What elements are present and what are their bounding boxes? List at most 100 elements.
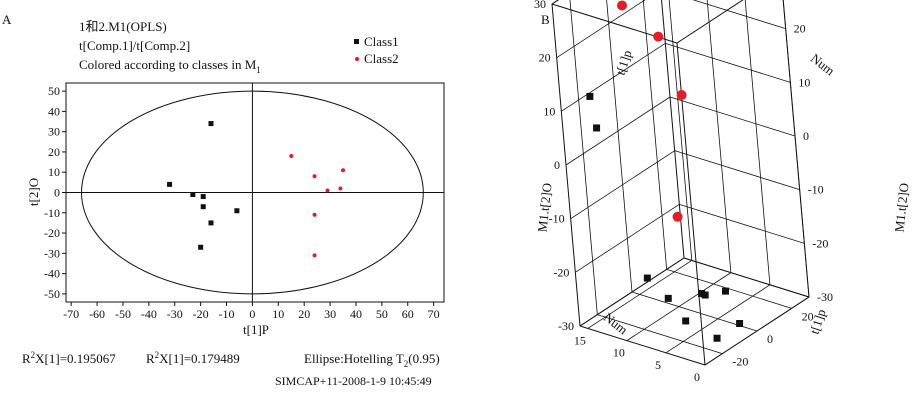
y-axis-label-a: t[2]O bbox=[26, 178, 41, 206]
data-point-class2 bbox=[325, 188, 330, 193]
y-tick-label-right: -20 bbox=[812, 236, 828, 250]
axes-a bbox=[66, 83, 444, 302]
grid-line bbox=[665, 42, 791, 83]
grid-line bbox=[606, 0, 633, 293]
data-point-class1 bbox=[664, 294, 672, 302]
data-point-class2 bbox=[672, 211, 683, 222]
grid-line bbox=[666, 268, 792, 309]
data-point-class1 bbox=[682, 317, 690, 325]
grid-line bbox=[669, 96, 796, 137]
software-stamp: SIMCAP+11-2008-1-9 10:45:49 bbox=[275, 374, 432, 388]
box-edge bbox=[579, 325, 706, 366]
x-tick-label: -70 bbox=[63, 307, 79, 321]
x-tick-label-bottom: -20 bbox=[732, 355, 748, 369]
data-point-class2 bbox=[653, 31, 664, 42]
ellipse-note: Ellipse:Hotelling T2(0.95) bbox=[304, 351, 440, 369]
y-tick-label: -20 bbox=[44, 226, 60, 240]
data-point-class1 bbox=[643, 274, 651, 282]
y-tick-label: -50 bbox=[44, 287, 60, 301]
x-tick-label: 20 bbox=[298, 307, 310, 321]
legend-label-class2: Class2 bbox=[364, 51, 399, 66]
x-tick-label: 30 bbox=[324, 307, 336, 321]
axis-labels-b: t[1]p t[1]p Num Num M1.t[2]O M1.t[2]O bbox=[534, 48, 911, 337]
grid-line bbox=[597, 314, 723, 355]
x-tick-label: 10 bbox=[272, 307, 284, 321]
x-tick-label: -40 bbox=[141, 307, 157, 321]
y-tick-label-left: 0 bbox=[554, 158, 560, 172]
data-point-class1 bbox=[190, 192, 196, 198]
y-axis-label-b-left: M1.t[2]O bbox=[534, 182, 554, 233]
data-point-class1 bbox=[198, 244, 204, 250]
marks-a bbox=[167, 121, 346, 258]
data-point-class2 bbox=[676, 90, 687, 101]
footer-a: R2X[1]=0.195067 R2X[1]=0.179489 Ellipse:… bbox=[22, 350, 440, 388]
x-tick-label-bottom: 20 bbox=[802, 309, 814, 323]
grid-line bbox=[665, 284, 771, 354]
data-point-class1 bbox=[701, 291, 709, 299]
data-point-class1 bbox=[200, 194, 206, 200]
grid-line bbox=[668, 0, 693, 261]
y-tick-label-right: 0 bbox=[803, 129, 809, 143]
y-tick-label-left: -10 bbox=[549, 212, 565, 226]
data-point-class2 bbox=[341, 168, 346, 173]
y-tick-label: 0 bbox=[54, 186, 60, 200]
z-tick-label-bottom: 15 bbox=[574, 333, 586, 347]
grid-line bbox=[575, 203, 680, 273]
ticks-b: -20-20002020-30-30-20-20-10-100010102020… bbox=[534, 0, 833, 384]
legend-marker-class2 bbox=[355, 57, 359, 61]
data-point-class2 bbox=[312, 174, 317, 179]
legend-marker-class1 bbox=[354, 39, 359, 44]
z-axis-label-b-bottom: Num bbox=[601, 310, 631, 338]
y-tick-label: 30 bbox=[48, 125, 60, 139]
z-tick-label-bottom: 10 bbox=[613, 346, 625, 360]
legend-label-class1: Class1 bbox=[364, 34, 399, 49]
box-edge bbox=[704, 296, 810, 366]
data-point-class2 bbox=[312, 212, 317, 217]
box-edge bbox=[782, 0, 810, 298]
x-tick-label: 60 bbox=[402, 307, 414, 321]
grid-line bbox=[692, 0, 786, 30]
grid-line bbox=[570, 150, 675, 220]
data-point-class1 bbox=[736, 319, 744, 327]
x-tick-label: -30 bbox=[167, 307, 183, 321]
y-tick-label: -10 bbox=[44, 206, 60, 220]
x-axis-label-b-top: t[1]p bbox=[613, 48, 635, 77]
y-tick-label: -30 bbox=[44, 246, 60, 260]
box-edge bbox=[551, 0, 560, 5]
panel-a-subtitle: t[Comp.1]/t[Comp.2] bbox=[79, 38, 190, 53]
x-tick-label-bottom: 0 bbox=[767, 332, 773, 346]
data-point-class1 bbox=[593, 124, 601, 132]
y-tick-label-left: 20 bbox=[539, 51, 551, 65]
data-point-class2 bbox=[617, 0, 628, 11]
data-point-class1 bbox=[722, 287, 730, 295]
box-edge bbox=[683, 257, 810, 298]
x-tick-label: 0 bbox=[249, 307, 255, 321]
grid-line bbox=[561, 42, 666, 112]
hotelling-ellipse bbox=[81, 90, 424, 295]
x-tick-label: -60 bbox=[89, 307, 105, 321]
x-tick-label: -10 bbox=[219, 307, 235, 321]
y-tick-label-right: -10 bbox=[808, 183, 824, 197]
r2-value-1: R2X[1]=0.195067 bbox=[22, 350, 116, 366]
data-point-class1 bbox=[586, 92, 594, 100]
z-tick-label-bottom: 5 bbox=[655, 358, 661, 372]
x-tick-label: 40 bbox=[350, 307, 362, 321]
x-axis-label-b-bottom: t[1]p bbox=[807, 307, 829, 336]
panel-a-label: A bbox=[2, 12, 12, 27]
box-edge bbox=[579, 257, 685, 327]
panel-a-color-note: Colored according to classes in M1 bbox=[79, 57, 261, 75]
x-tick-label: 70 bbox=[428, 307, 440, 321]
data-point-class1 bbox=[208, 121, 214, 127]
grid-line bbox=[642, 0, 668, 270]
panel-b-label: B bbox=[541, 12, 550, 27]
box-edge bbox=[551, 3, 581, 327]
panel-a-title: 1和2.M1(OPLS) bbox=[79, 19, 167, 34]
y-tick-label-left: 10 bbox=[543, 104, 555, 118]
y-tick-label-right: -30 bbox=[817, 290, 833, 304]
x-tick-label: -50 bbox=[115, 307, 131, 321]
y-tick-label: -40 bbox=[44, 267, 60, 281]
grid-line bbox=[587, 260, 693, 329]
data-point-class1 bbox=[167, 181, 173, 187]
grid-line bbox=[744, 0, 771, 285]
